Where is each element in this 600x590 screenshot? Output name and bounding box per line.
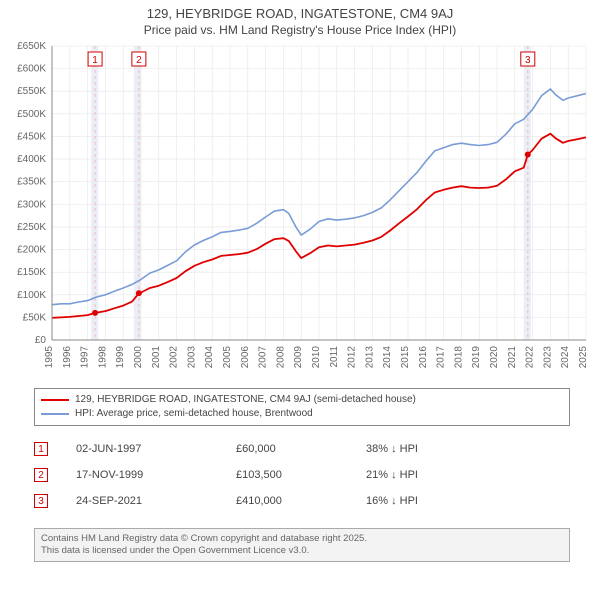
svg-text:2023: 2023 bbox=[542, 346, 553, 369]
title-sub: Price paid vs. HM Land Registry's House … bbox=[0, 23, 600, 37]
svg-text:2022: 2022 bbox=[525, 346, 536, 369]
footer-attribution: Contains HM Land Registry data © Crown c… bbox=[34, 528, 570, 562]
svg-text:2000: 2000 bbox=[133, 346, 144, 369]
svg-text:£600K: £600K bbox=[17, 64, 46, 75]
svg-text:2021: 2021 bbox=[507, 346, 518, 369]
sale-row: 2 17-NOV-1999£103,50021% ↓ HPI bbox=[34, 462, 570, 488]
svg-text:1998: 1998 bbox=[97, 346, 108, 369]
legend-row: HPI: Average price, semi-detached house,… bbox=[41, 407, 563, 421]
footer-line: This data is licensed under the Open Gov… bbox=[41, 545, 563, 557]
svg-text:2015: 2015 bbox=[400, 346, 411, 369]
svg-text:£450K: £450K bbox=[17, 131, 46, 142]
svg-text:2014: 2014 bbox=[382, 346, 393, 369]
svg-text:2020: 2020 bbox=[489, 346, 500, 369]
svg-text:£500K: £500K bbox=[17, 109, 46, 120]
sale-badge: 1 bbox=[34, 442, 48, 456]
svg-text:2004: 2004 bbox=[204, 346, 215, 369]
sale-date: 24-SEP-2021 bbox=[76, 495, 236, 507]
svg-text:£550K: £550K bbox=[17, 86, 46, 97]
svg-text:2017: 2017 bbox=[436, 346, 447, 369]
sale-badge: 3 bbox=[34, 494, 48, 508]
svg-text:2008: 2008 bbox=[275, 346, 286, 369]
svg-text:2: 2 bbox=[136, 55, 142, 66]
legend-row: 129, HEYBRIDGE ROAD, INGATESTONE, CM4 9A… bbox=[41, 393, 563, 407]
svg-text:£250K: £250K bbox=[17, 222, 46, 233]
sale-price: £410,000 bbox=[236, 495, 366, 507]
svg-text:2002: 2002 bbox=[169, 346, 180, 369]
sale-date: 17-NOV-1999 bbox=[76, 469, 236, 481]
svg-text:1: 1 bbox=[92, 55, 98, 66]
sale-row: 1 02-JUN-1997£60,00038% ↓ HPI bbox=[34, 436, 570, 462]
svg-text:£50K: £50K bbox=[23, 312, 47, 323]
svg-text:2006: 2006 bbox=[240, 346, 251, 369]
sale-diff: 38% ↓ HPI bbox=[366, 443, 516, 455]
chart-svg: £0 £50K £100K £150K £200K £250K £300K £350K £400… bbox=[0, 40, 600, 380]
svg-text:2018: 2018 bbox=[453, 346, 464, 369]
sale-price: £103,500 bbox=[236, 469, 366, 481]
page: 129, HEYBRIDGE ROAD, INGATESTONE, CM4 9A… bbox=[0, 0, 600, 590]
legend-swatch bbox=[41, 399, 69, 401]
svg-text:2007: 2007 bbox=[258, 346, 269, 369]
svg-text:£100K: £100K bbox=[17, 290, 46, 301]
svg-text:2025: 2025 bbox=[578, 346, 589, 369]
svg-text:£650K: £650K bbox=[17, 41, 46, 52]
svg-text:2024: 2024 bbox=[560, 346, 571, 369]
sale-price: £60,000 bbox=[236, 443, 366, 455]
svg-text:1997: 1997 bbox=[80, 346, 91, 369]
sale-date: 02-JUN-1997 bbox=[76, 443, 236, 455]
svg-text:2009: 2009 bbox=[293, 346, 304, 369]
svg-text:2010: 2010 bbox=[311, 346, 322, 369]
svg-text:2001: 2001 bbox=[151, 346, 162, 369]
legend-label: HPI: Average price, semi-detached house,… bbox=[75, 407, 313, 421]
svg-text:3: 3 bbox=[525, 55, 531, 66]
svg-text:£400K: £400K bbox=[17, 154, 46, 165]
svg-text:£200K: £200K bbox=[17, 245, 46, 256]
svg-text:£0: £0 bbox=[35, 335, 47, 346]
svg-text:£350K: £350K bbox=[17, 177, 46, 188]
svg-text:2005: 2005 bbox=[222, 346, 233, 369]
svg-text:1995: 1995 bbox=[44, 346, 55, 369]
svg-text:2013: 2013 bbox=[364, 346, 375, 369]
chart-titles: 129, HEYBRIDGE ROAD, INGATESTONE, CM4 9A… bbox=[0, 0, 600, 37]
legend-label: 129, HEYBRIDGE ROAD, INGATESTONE, CM4 9A… bbox=[75, 393, 416, 407]
legend: 129, HEYBRIDGE ROAD, INGATESTONE, CM4 9A… bbox=[34, 388, 570, 426]
sale-diff: 16% ↓ HPI bbox=[366, 495, 516, 507]
title-main: 129, HEYBRIDGE ROAD, INGATESTONE, CM4 9A… bbox=[0, 6, 600, 21]
sale-row: 3 24-SEP-2021£410,00016% ↓ HPI bbox=[34, 488, 570, 514]
svg-text:1999: 1999 bbox=[115, 346, 126, 369]
footer-line: Contains HM Land Registry data © Crown c… bbox=[41, 533, 563, 545]
svg-text:£150K: £150K bbox=[17, 267, 46, 278]
chart: £0 £50K £100K £150K £200K £250K £300K £350K £400… bbox=[0, 40, 600, 380]
svg-text:2019: 2019 bbox=[471, 346, 482, 369]
sale-diff: 21% ↓ HPI bbox=[366, 469, 516, 481]
svg-text:2016: 2016 bbox=[418, 346, 429, 369]
svg-text:2003: 2003 bbox=[186, 346, 197, 369]
svg-text:1996: 1996 bbox=[62, 346, 73, 369]
sale-badge: 2 bbox=[34, 468, 48, 482]
svg-text:2012: 2012 bbox=[347, 346, 358, 369]
svg-text:£300K: £300K bbox=[17, 199, 46, 210]
sales-table: 1 02-JUN-1997£60,00038% ↓ HPI 2 17-NOV-1999… bbox=[34, 436, 570, 514]
legend-swatch bbox=[41, 413, 69, 415]
svg-text:2011: 2011 bbox=[329, 346, 340, 368]
